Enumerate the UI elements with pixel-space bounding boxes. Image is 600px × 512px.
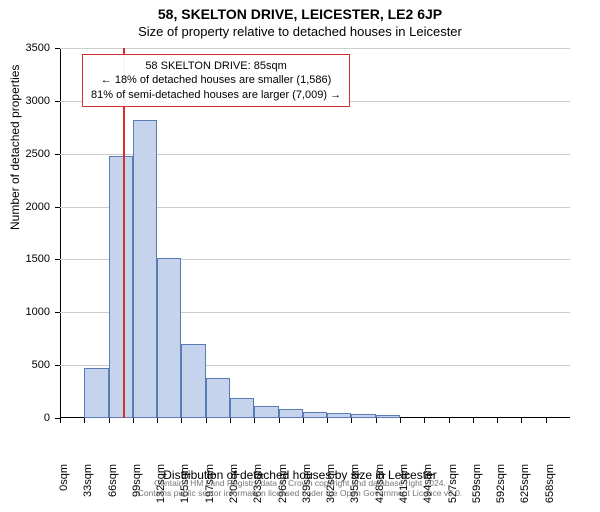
x-tick xyxy=(376,418,377,423)
x-tick xyxy=(230,418,231,423)
histogram-bar xyxy=(84,368,108,418)
x-tick xyxy=(181,418,182,423)
y-tick-label: 3000 xyxy=(0,95,50,107)
info-box-line1: 58 SKELTON DRIVE: 85sqm xyxy=(91,59,341,73)
histogram-bar xyxy=(351,414,375,418)
info-box-line3: 81% of semi-detached houses are larger (… xyxy=(91,88,341,102)
histogram-bar xyxy=(376,415,400,418)
y-tick-label: 1500 xyxy=(0,253,50,265)
y-tick xyxy=(55,259,60,260)
footer-line1: Contains HM Land Registry data © Crown c… xyxy=(0,478,600,488)
x-tick xyxy=(521,418,522,423)
y-tick-label: 2500 xyxy=(0,148,50,160)
x-tick xyxy=(109,418,110,423)
y-tick-label: 0 xyxy=(0,412,50,424)
histogram-bar xyxy=(157,258,181,418)
x-tick xyxy=(84,418,85,423)
histogram-bar xyxy=(109,156,133,418)
y-axis-line xyxy=(60,48,61,418)
x-tick xyxy=(303,418,304,423)
y-tick-label: 3500 xyxy=(0,42,50,54)
x-tick xyxy=(400,418,401,423)
y-tick xyxy=(55,365,60,366)
histogram-bar xyxy=(303,412,327,418)
histogram-bar xyxy=(254,406,278,418)
y-tick xyxy=(55,207,60,208)
y-tick-label: 2000 xyxy=(0,201,50,213)
histogram-bar xyxy=(230,398,254,418)
x-tick xyxy=(327,418,328,423)
y-tick xyxy=(55,154,60,155)
grid-line xyxy=(60,48,570,49)
x-tick xyxy=(497,418,498,423)
y-tick-label: 1000 xyxy=(0,306,50,318)
y-tick xyxy=(55,312,60,313)
chart-subtitle: Size of property relative to detached ho… xyxy=(0,24,600,39)
histogram-bar xyxy=(327,413,351,418)
chart-container: 58, SKELTON DRIVE, LEICESTER, LE2 6JP Si… xyxy=(0,0,600,500)
plot-area: 05001000150020002500300035000sqm33sqm66s… xyxy=(60,48,570,418)
y-tick xyxy=(55,48,60,49)
y-tick xyxy=(55,101,60,102)
x-tick xyxy=(206,418,207,423)
x-tick xyxy=(546,418,547,423)
footer: Contains HM Land Registry data © Crown c… xyxy=(0,478,600,498)
x-tick xyxy=(351,418,352,423)
y-tick-label: 500 xyxy=(0,359,50,371)
info-box-line2: ← 18% of detached houses are smaller (1,… xyxy=(91,73,341,87)
x-tick xyxy=(254,418,255,423)
info-box: 58 SKELTON DRIVE: 85sqm ← 18% of detache… xyxy=(82,54,350,107)
x-tick xyxy=(157,418,158,423)
histogram-bar xyxy=(133,120,157,418)
x-tick xyxy=(133,418,134,423)
histogram-bar xyxy=(181,344,205,418)
histogram-bar xyxy=(279,409,303,419)
x-tick xyxy=(449,418,450,423)
footer-line2: Contains public sector information licen… xyxy=(0,488,600,498)
x-tick xyxy=(279,418,280,423)
histogram-bar xyxy=(206,378,230,418)
x-tick xyxy=(60,418,61,423)
x-tick xyxy=(473,418,474,423)
page-title: 58, SKELTON DRIVE, LEICESTER, LE2 6JP xyxy=(0,6,600,22)
x-tick xyxy=(424,418,425,423)
